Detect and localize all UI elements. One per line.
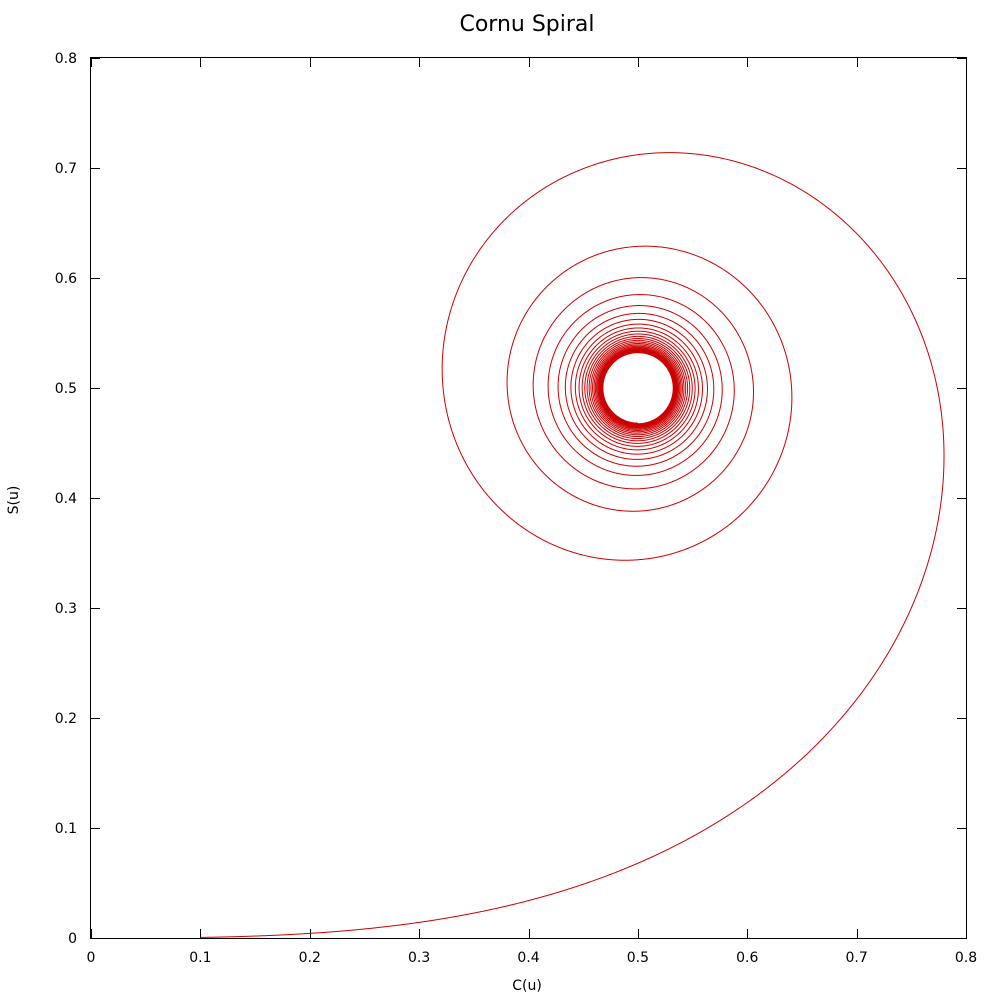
x-tick-label: 0.4: [517, 950, 539, 966]
x-tick-label: 0.5: [627, 950, 649, 966]
x-tick-label: 0: [87, 950, 96, 966]
y-axis-label: S(u): [6, 486, 22, 515]
series-line: [200, 152, 945, 938]
x-axis-label: C(u): [512, 978, 542, 994]
x-tick-label: 0.7: [845, 950, 867, 966]
x-tick-label: 0.6: [736, 950, 758, 966]
y-tick-label: 0.7: [55, 161, 77, 177]
y-tick-label: 0.3: [55, 601, 77, 617]
y-tick-label: 0.5: [55, 381, 77, 397]
x-axis-ticks: 0 0.1 0.2 0.3 0.4 0.5 0.6 0.7 0.8: [87, 58, 977, 966]
y-tick-label: 0: [68, 931, 77, 947]
y-tick-label: 0.2: [55, 711, 77, 727]
x-tick-label: 0.1: [189, 950, 211, 966]
y-axis-ticks: 0 0.1 0.2 0.3 0.4 0.5 0.6 0.7 0.8: [55, 51, 966, 947]
chart-title: Cornu Spiral: [459, 12, 594, 37]
x-tick-label: 0.8: [955, 950, 977, 966]
x-tick-label: 0.3: [408, 950, 430, 966]
plot-frame: [90, 57, 967, 939]
y-tick-label: 0.6: [55, 271, 77, 287]
x-tick-label: 0.2: [299, 950, 321, 966]
y-tick-label: 0.1: [55, 821, 77, 837]
y-tick-label: 0.4: [55, 491, 77, 507]
y-tick-label: 0.8: [55, 51, 77, 67]
